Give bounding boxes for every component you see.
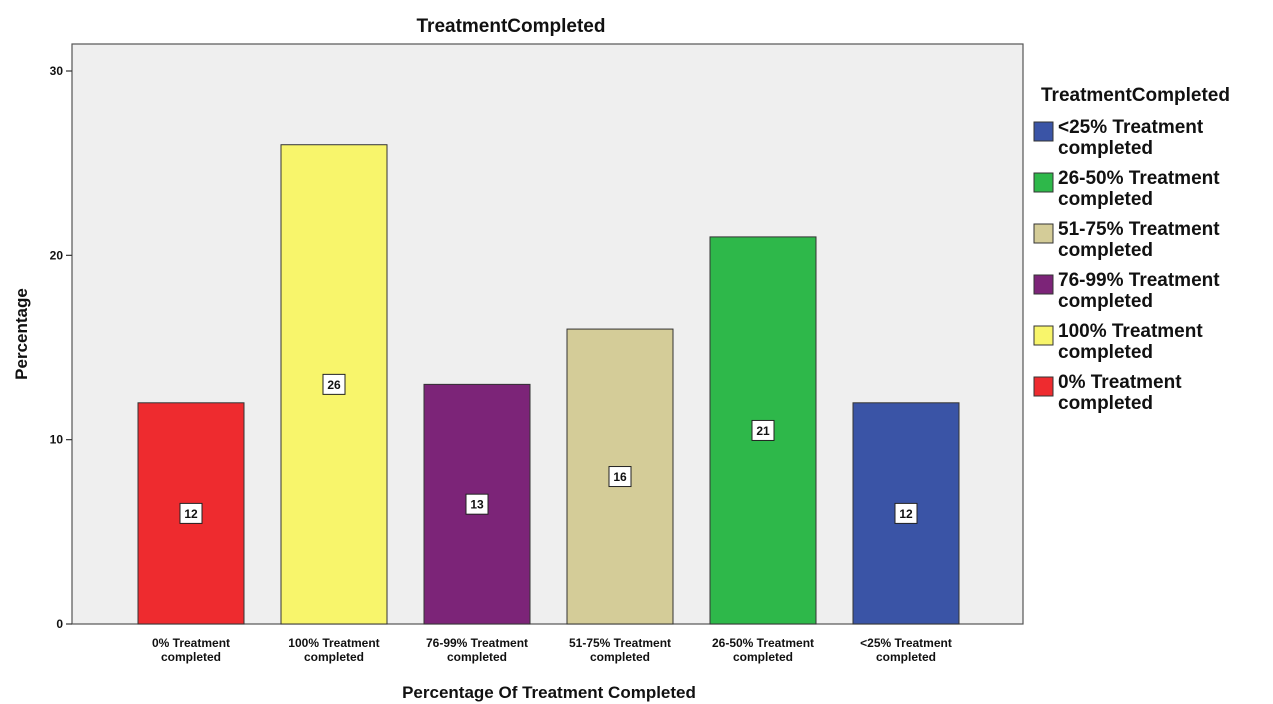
y-axis-title: Percentage xyxy=(12,288,31,380)
bar xyxy=(423,383,531,625)
data-label: 12 xyxy=(184,507,198,521)
legend-label: completed xyxy=(1058,393,1153,414)
legend-label: 76-99% Treatment xyxy=(1058,270,1220,291)
x-tick-label: completed xyxy=(876,650,936,664)
x-tick-label: completed xyxy=(304,650,364,664)
y-tick-label: 0 xyxy=(56,617,63,631)
legend-label: 51-75% Treatment xyxy=(1058,219,1220,240)
legend-title: TreatmentCompleted xyxy=(1041,85,1230,106)
data-label-box xyxy=(465,493,489,515)
data-label: 26 xyxy=(327,378,341,392)
x-tick-label: completed xyxy=(733,650,793,664)
legend-swatch xyxy=(1033,172,1054,193)
x-tick-label: 26-50% Treatment xyxy=(712,636,814,650)
x-tick-label: completed xyxy=(161,650,221,664)
chart-title: TreatmentCompleted xyxy=(417,16,606,37)
data-label: 21 xyxy=(756,424,770,438)
legend-swatch xyxy=(1033,325,1054,346)
x-tick-label: 100% Treatment xyxy=(288,636,379,650)
data-label-box xyxy=(322,373,346,395)
legend-label: completed xyxy=(1058,138,1153,159)
legend: TreatmentCompleted <25% Treatmentcomplet… xyxy=(1033,85,1230,414)
x-tick-label: completed xyxy=(447,650,507,664)
data-label-box xyxy=(179,502,203,524)
legend-label: completed xyxy=(1058,189,1153,210)
legend-label: completed xyxy=(1058,291,1153,312)
y-axis: 0 10 20 30 xyxy=(50,64,72,631)
x-axis-title: Percentage Of Treatment Completed xyxy=(402,683,696,702)
legend-swatch xyxy=(1033,376,1054,397)
legend-label: completed xyxy=(1058,342,1153,363)
y-tick-label: 20 xyxy=(50,248,64,262)
data-label: 13 xyxy=(470,498,484,512)
legend-label: completed xyxy=(1058,240,1153,261)
data-label-box xyxy=(608,466,632,488)
y-tick-label: 30 xyxy=(50,64,64,78)
data-label-box xyxy=(751,419,775,441)
legend-swatch xyxy=(1033,223,1054,244)
legend-swatch xyxy=(1033,274,1054,295)
legend-label: 0% Treatment xyxy=(1058,372,1182,393)
x-tick-label: 51-75% Treatment xyxy=(569,636,671,650)
data-label: 12 xyxy=(899,507,913,521)
legend-label: 100% Treatment xyxy=(1058,321,1203,342)
legend-label: <25% Treatment xyxy=(1058,117,1204,138)
x-tick-label: 76-99% Treatment xyxy=(426,636,528,650)
x-tick-label: <25% Treatment xyxy=(860,636,952,650)
y-tick-label: 10 xyxy=(50,433,64,447)
legend-label: 26-50% Treatment xyxy=(1058,168,1220,189)
x-tick-label: completed xyxy=(590,650,650,664)
legend-swatch xyxy=(1033,121,1054,142)
x-tick-label: 0% Treatment xyxy=(152,636,230,650)
data-label-box xyxy=(894,502,918,524)
bars-group: 12 26 13 16 21 12 xyxy=(137,144,960,625)
data-label: 16 xyxy=(613,470,627,484)
